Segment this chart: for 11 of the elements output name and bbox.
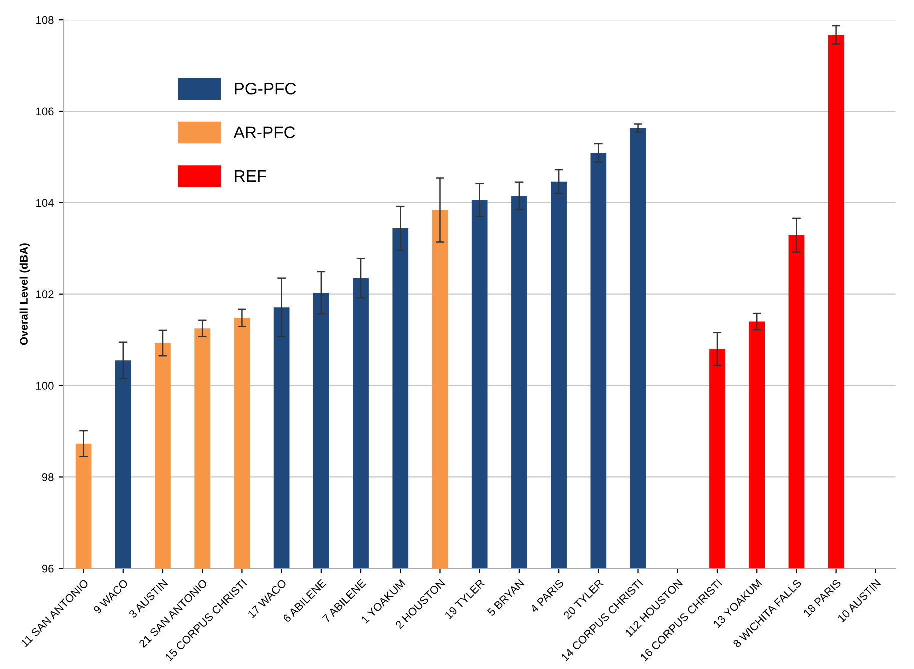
y-tick-label: 104 xyxy=(36,199,54,208)
y-tick-label: 108 xyxy=(36,16,54,24)
legend-label: PG-PFC xyxy=(235,82,296,95)
y-axis-title: Overall Level (dBA) xyxy=(20,244,30,346)
y-tick-label: 98 xyxy=(42,473,54,482)
y-tick-label: 106 xyxy=(36,108,54,116)
legend-label: REF xyxy=(235,170,266,182)
y-tick-label: 102 xyxy=(36,290,54,298)
y-tick-label: 96 xyxy=(42,564,54,573)
y-tick-label: 100 xyxy=(36,382,54,390)
legend-label: AR-PFC xyxy=(234,126,296,138)
